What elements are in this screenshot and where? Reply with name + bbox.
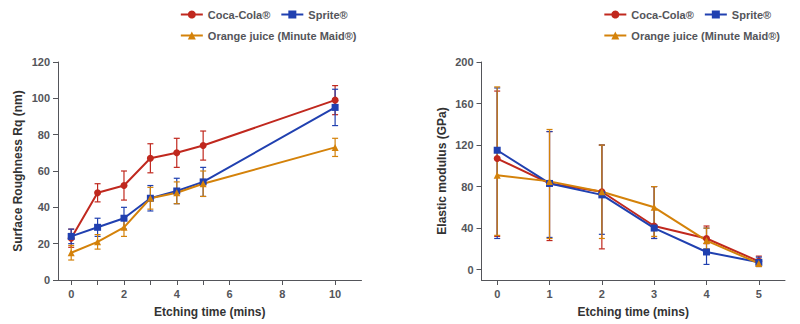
- svg-text:Orange juice (Minute Maid®): Orange juice (Minute Maid®): [631, 30, 780, 42]
- svg-text:Coca-Cola®: Coca-Cola®: [631, 9, 694, 21]
- svg-text:Elastic modulus (GPa): Elastic modulus (GPa): [435, 107, 449, 234]
- svg-text:120: 120: [455, 139, 473, 151]
- svg-text:120: 120: [32, 56, 50, 68]
- svg-text:1: 1: [546, 288, 552, 300]
- svg-text:80: 80: [38, 129, 50, 141]
- svg-text:0: 0: [44, 274, 50, 286]
- svg-text:Orange juice (Minute Maid®): Orange juice (Minute Maid®): [208, 30, 357, 42]
- svg-text:20: 20: [38, 238, 50, 250]
- svg-text:60: 60: [38, 165, 50, 177]
- svg-text:2: 2: [599, 288, 605, 300]
- svg-text:80: 80: [461, 181, 473, 193]
- svg-text:3: 3: [651, 288, 657, 300]
- svg-text:160: 160: [455, 98, 473, 110]
- svg-text:4: 4: [703, 288, 710, 300]
- svg-text:Etching time (mins): Etching time (mins): [154, 305, 265, 319]
- svg-text:8: 8: [279, 288, 285, 300]
- svg-text:40: 40: [461, 222, 473, 234]
- svg-text:Surface Roughness Rq (nm): Surface Roughness Rq (nm): [11, 90, 25, 251]
- svg-text:6: 6: [226, 288, 232, 300]
- svg-text:Sprite®: Sprite®: [732, 9, 771, 21]
- svg-text:0: 0: [467, 264, 473, 276]
- svg-text:100: 100: [32, 92, 50, 104]
- svg-text:0: 0: [494, 288, 500, 300]
- svg-text:10: 10: [329, 288, 341, 300]
- svg-text:Etching time (mins): Etching time (mins): [578, 305, 689, 319]
- svg-text:5: 5: [756, 288, 762, 300]
- svg-text:2: 2: [121, 288, 127, 300]
- svg-text:Coca-Cola®: Coca-Cola®: [208, 9, 271, 21]
- svg-text:0: 0: [68, 288, 74, 300]
- svg-text:4: 4: [174, 288, 181, 300]
- svg-text:200: 200: [455, 56, 473, 68]
- svg-text:Sprite®: Sprite®: [308, 9, 347, 21]
- svg-text:40: 40: [38, 201, 50, 213]
